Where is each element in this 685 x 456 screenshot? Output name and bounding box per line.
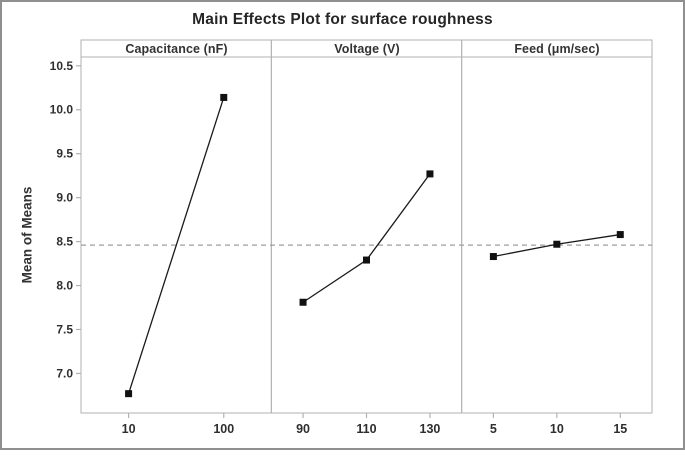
data-point-marker	[220, 93, 228, 101]
data-point-marker	[426, 170, 434, 178]
y-tick-label: 8.5	[56, 235, 73, 249]
panel-header-rect	[461, 39, 653, 58]
series-line	[302, 173, 431, 303]
x-tick-label: 5	[490, 422, 497, 436]
series-line	[127, 97, 225, 394]
panel-header-capacitance: Capacitance (nF)	[125, 41, 228, 56]
y-tick-label: 10.5	[50, 59, 74, 73]
panel-rect	[270, 56, 463, 414]
x-tick-label: 100	[213, 422, 234, 436]
x-tick-label: 110	[356, 422, 376, 436]
x-tick-label: 90	[296, 422, 310, 436]
x-tick-label: 15	[613, 422, 627, 436]
x-tick-label: 130	[420, 422, 441, 436]
data-point-marker	[553, 240, 561, 248]
panel-rect	[80, 56, 272, 414]
y-tick-label: 9.0	[56, 191, 73, 205]
data-point-marker	[489, 253, 497, 261]
data-point-marker	[125, 390, 133, 398]
panel-header-rect	[80, 39, 272, 58]
y-tick-label: 7.5	[56, 322, 73, 336]
y-tick-label: 9.5	[56, 147, 73, 161]
y-tick-label: 7.0	[56, 366, 73, 380]
y-tick-label: 10.0	[50, 103, 74, 117]
panel-header-feed: Feed (μm/sec)	[514, 41, 600, 56]
chart-title: Main Effects Plot for surface roughness	[192, 11, 493, 28]
x-tick-label: 10	[122, 422, 136, 436]
data-point-marker	[616, 231, 624, 239]
y-tick-label: 8.0	[56, 279, 73, 293]
x-tick-label: 10	[550, 422, 564, 436]
panel-header-rect	[270, 39, 463, 58]
data-point-marker	[299, 298, 307, 306]
data-point-marker	[363, 256, 370, 264]
panel-header-voltage: Voltage (V)	[334, 41, 400, 56]
